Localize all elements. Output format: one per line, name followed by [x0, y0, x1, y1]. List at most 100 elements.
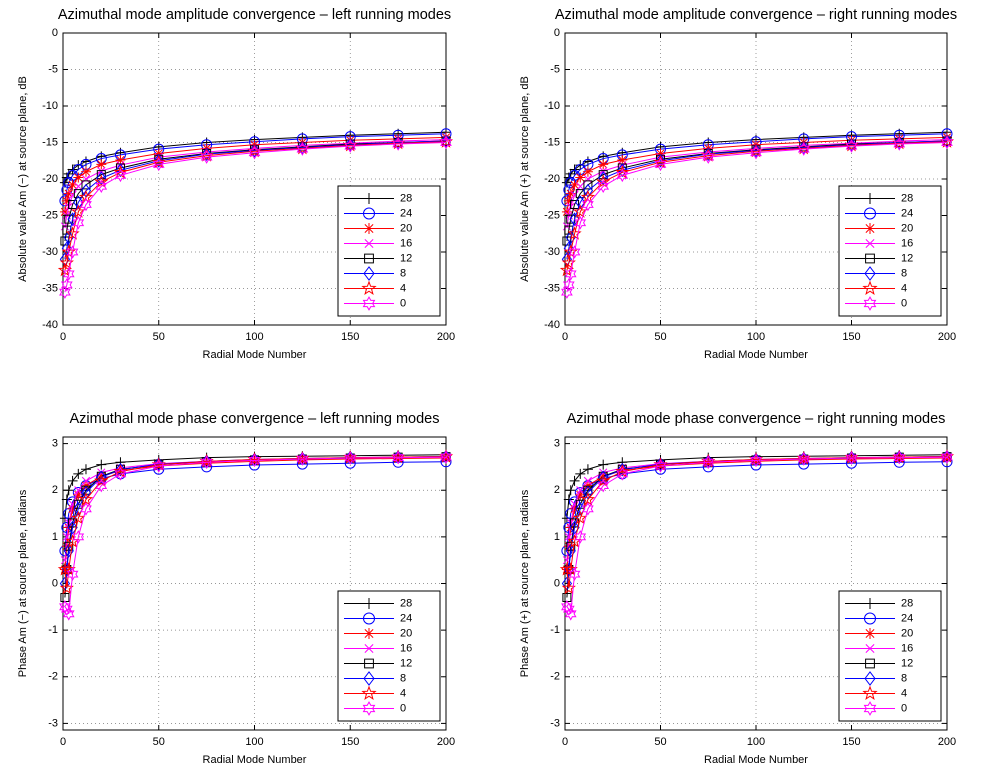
data-marker [617, 163, 628, 178]
legend-box [337, 590, 441, 722]
data-marker [575, 489, 586, 500]
data-marker [655, 457, 666, 471]
y-tick-label: -30 [544, 246, 560, 258]
legend-marker [864, 193, 876, 204]
y-tick-label: -10 [544, 100, 560, 112]
legend-label: 12 [901, 252, 913, 264]
legend-marker [863, 612, 877, 625]
data-marker [569, 475, 580, 486]
data-marker [73, 468, 84, 479]
data-marker [573, 204, 588, 218]
data-marker [345, 453, 356, 464]
data-marker [74, 182, 83, 191]
data-marker [114, 168, 127, 183]
y-tick-label: -15 [42, 136, 58, 148]
y-tick-label: 0 [554, 27, 560, 39]
y-tick-label: -2 [550, 671, 560, 683]
x-axis-label: Radial Mode Number [704, 349, 808, 361]
legend: 28 24 20 16 12 8 4 0 [337, 590, 441, 722]
y-tick-label: 3 [52, 438, 58, 450]
data-marker [71, 204, 86, 218]
data-marker [617, 462, 628, 477]
legend-label: 8 [400, 672, 406, 684]
legend-marker [363, 671, 375, 686]
legend-marker [364, 644, 374, 653]
data-marker [60, 592, 70, 602]
data-marker [153, 148, 164, 159]
data-marker [596, 473, 611, 487]
legend-marker [363, 598, 375, 609]
y-tick-label: -40 [42, 319, 58, 331]
data-marker [96, 159, 107, 170]
data-marker [115, 155, 126, 166]
data-marker [59, 545, 71, 557]
data-marker [63, 188, 74, 199]
y-tick-label: 0 [52, 27, 58, 39]
data-marker [568, 245, 581, 259]
data-marker [115, 163, 126, 178]
data-marker [617, 465, 628, 476]
legend-label: 20 [901, 627, 913, 639]
data-marker [81, 174, 91, 184]
x-tick-label: 100 [245, 331, 263, 343]
y-tick-label: -1 [48, 624, 58, 636]
y-tick-label: -10 [42, 100, 58, 112]
data-marker [153, 457, 164, 471]
data-marker [573, 510, 588, 525]
y-axis-label: Phase Am (−) at source plane, radians [17, 489, 29, 677]
data-marker [569, 212, 580, 226]
data-marker [597, 478, 610, 493]
data-marker [751, 456, 761, 467]
data-marker [565, 485, 576, 496]
y-tick-label: -30 [42, 246, 58, 258]
y-tick-label: -25 [544, 209, 560, 221]
axes-frame [62, 436, 447, 731]
series-line [566, 140, 948, 242]
data-marker [80, 197, 92, 212]
data-marker [563, 562, 578, 576]
data-marker [654, 157, 667, 172]
legend-label: 28 [400, 597, 412, 609]
legend-label: 0 [901, 702, 907, 714]
series-line [64, 141, 447, 271]
subplot: 0 50 100 150 200-40-35-30-25-20-15-10-50Azim… [519, 7, 957, 361]
y-tick-label: 3 [554, 438, 560, 450]
data-marker [561, 285, 573, 299]
data-marker [797, 142, 810, 156]
data-marker [61, 562, 76, 576]
data-marker [562, 592, 572, 602]
x-tick-label: 0 [562, 331, 568, 343]
legend-label: 28 [901, 597, 913, 609]
y-tick-label: -2 [48, 671, 58, 683]
data-marker [115, 462, 126, 477]
data-marker [95, 153, 107, 164]
x-tick-label: 150 [341, 331, 359, 343]
data-marker [78, 492, 94, 506]
data-marker [583, 174, 593, 184]
data-marker [703, 458, 714, 469]
data-marker [582, 464, 593, 475]
data-marker [561, 206, 572, 217]
data-marker [565, 508, 577, 519]
data-marker [344, 139, 357, 153]
data-marker [750, 453, 762, 468]
x-tick-label: 200 [437, 331, 455, 343]
data-marker [114, 467, 127, 481]
legend-label: 20 [901, 222, 913, 234]
data-marker [115, 465, 126, 476]
data-marker [942, 453, 952, 464]
y-axis-label: Absolute value Am (−) at source plane, d… [17, 76, 29, 282]
data-marker [575, 468, 586, 479]
data-marker [566, 214, 576, 224]
legend-label: 16 [400, 642, 412, 654]
axes-frame [564, 436, 948, 731]
series-line [566, 456, 948, 614]
data-marker [62, 607, 75, 621]
legend-marker [864, 671, 876, 686]
data-marker [582, 166, 593, 177]
legend-marker [363, 266, 375, 281]
data-marker [893, 137, 906, 151]
data-marker [248, 145, 261, 160]
